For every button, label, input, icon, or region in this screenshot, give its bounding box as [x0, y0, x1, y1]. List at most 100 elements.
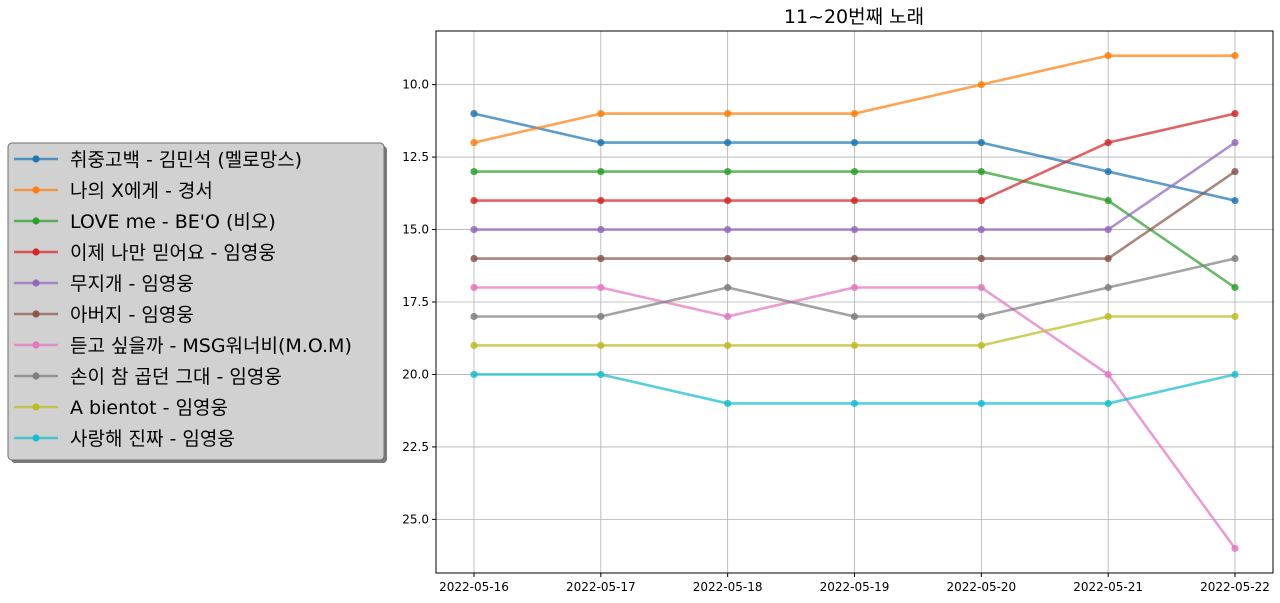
- legend-item: 무지개 - 임영웅: [14, 273, 194, 295]
- data-point: [977, 138, 985, 147]
- data-point: [470, 138, 478, 147]
- series-layer: [470, 52, 1239, 552]
- data-point: [724, 138, 732, 147]
- data-point: [597, 196, 605, 205]
- data-point: [724, 254, 732, 263]
- data-point: [977, 81, 985, 89]
- data-point: [724, 283, 732, 292]
- x-tick-label: 2022-05-16: [439, 580, 509, 594]
- series-6: [470, 167, 1239, 263]
- legend-label: A bientot - 임영웅: [70, 397, 228, 419]
- data-point: [850, 341, 859, 350]
- legend-swatch-marker: [32, 403, 40, 411]
- legend-item: LOVE me - BE'O (비오): [14, 211, 276, 233]
- legend-item: 나의 X에게 - 경서: [14, 180, 213, 202]
- x-tick-label: 2022-05-18: [693, 580, 763, 594]
- y-tick-label: 12.5: [402, 150, 429, 164]
- legend-swatch-marker: [32, 341, 40, 349]
- series-8: [470, 254, 1239, 321]
- data-point: [724, 312, 732, 321]
- legend-item: 사랑해 진짜 - 임영웅: [14, 428, 235, 450]
- data-point: [597, 370, 605, 379]
- series-10: [470, 370, 1239, 408]
- legend-swatch-marker: [32, 186, 40, 194]
- data-point: [850, 312, 859, 321]
- data-point: [1104, 52, 1112, 60]
- y-tick-label: 25.0: [402, 512, 429, 526]
- data-point: [850, 196, 859, 205]
- y-tick-label: 10.0: [402, 78, 429, 92]
- x-axis: 2022-05-16 2022-05-17 2022-05-18 2022-05-19…: [439, 573, 1270, 594]
- data-point: [470, 370, 478, 379]
- data-point: [470, 225, 478, 234]
- data-point: [1231, 52, 1239, 60]
- data-point: [850, 399, 859, 408]
- data-point: [470, 167, 478, 176]
- data-point: [977, 283, 985, 292]
- legend-label: 듣고 싶을까 - MSG워너비(M.O.M): [70, 335, 352, 357]
- data-point: [850, 167, 859, 176]
- legend-item: 듣고 싶을까 - MSG워너비(M.O.M): [14, 335, 352, 357]
- data-point: [1231, 312, 1239, 321]
- y-tick-label: 15.0: [402, 223, 429, 237]
- data-point: [1231, 167, 1239, 176]
- data-point: [1231, 196, 1239, 205]
- data-point: [1104, 399, 1112, 408]
- data-point: [1104, 370, 1112, 379]
- data-point: [470, 196, 478, 205]
- data-point: [850, 225, 859, 234]
- x-tick-label: 2022-05-22: [1200, 580, 1270, 594]
- data-point: [597, 225, 605, 234]
- chart-title: 11~20번째 노래: [784, 6, 924, 28]
- data-point: [1104, 254, 1112, 263]
- legend-item: 이제 나만 믿어요 - 임영웅: [14, 242, 276, 264]
- legend-swatch-marker: [32, 155, 40, 163]
- data-point: [1104, 167, 1112, 176]
- legend-label: 나의 X에게 - 경서: [70, 180, 213, 202]
- legend-item: 손이 참 곱던 그대 - 임영웅: [14, 366, 282, 388]
- legend-swatch-marker: [32, 434, 40, 442]
- series-9: [470, 312, 1239, 350]
- data-point: [977, 399, 985, 408]
- data-point: [470, 283, 478, 292]
- data-point: [724, 341, 732, 350]
- data-point: [724, 196, 732, 205]
- series-2: [470, 52, 1239, 147]
- data-point: [1231, 110, 1239, 118]
- data-point: [850, 254, 859, 263]
- data-point: [1104, 196, 1112, 205]
- data-point: [977, 196, 985, 205]
- data-point: [724, 110, 732, 118]
- legend-label: 아버지 - 임영웅: [70, 304, 194, 326]
- data-point: [597, 312, 605, 321]
- legend-swatch-marker: [32, 217, 40, 225]
- data-point: [597, 341, 605, 350]
- legend-label: 취중고백 - 김민석 (멜로망스): [70, 149, 302, 171]
- data-point: [724, 167, 732, 176]
- legend-label: 이제 나만 믿어요 - 임영웅: [70, 242, 276, 264]
- legend-item: A bientot - 임영웅: [14, 397, 228, 419]
- legend-label: 손이 참 곱던 그대 - 임영웅: [70, 366, 282, 388]
- legend: 취중고백 - 김민석 (멜로망스) 나의 X에게 - 경서 LOVE me - BE…: [7, 142, 387, 463]
- data-point: [597, 110, 605, 118]
- data-point: [470, 254, 478, 263]
- y-tick-label: 20.0: [402, 367, 429, 381]
- y-axis: 10.0 12.5 15.0 17.5 20.0 22.5 25.0: [402, 78, 436, 526]
- legend-label: LOVE me - BE'O (비오): [70, 211, 276, 233]
- legend-box: [7, 142, 385, 461]
- data-point: [1231, 544, 1239, 552]
- data-point: [977, 225, 985, 234]
- data-point: [977, 341, 985, 350]
- data-point: [977, 312, 985, 321]
- x-tick-label: 2022-05-20: [946, 580, 1016, 594]
- legend-swatch-marker: [32, 372, 40, 380]
- data-point: [977, 254, 985, 263]
- data-point: [1104, 283, 1112, 292]
- legend-item: 아버지 - 임영웅: [14, 304, 194, 326]
- data-point: [1104, 312, 1112, 321]
- data-point: [1231, 254, 1239, 263]
- data-point: [597, 138, 605, 147]
- x-tick-label: 2022-05-21: [1073, 580, 1143, 594]
- data-point: [1231, 283, 1239, 292]
